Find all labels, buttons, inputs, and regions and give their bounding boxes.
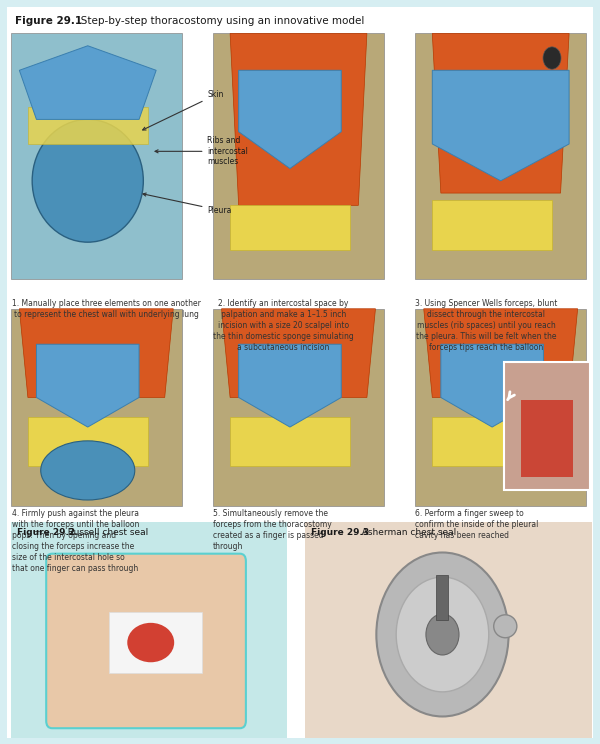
Circle shape xyxy=(543,47,561,69)
Polygon shape xyxy=(239,70,341,168)
Text: 1. Manually place three elements on one another
to represent the chest wall with: 1. Manually place three elements on one … xyxy=(12,299,201,319)
Text: Figure 29.3: Figure 29.3 xyxy=(311,528,369,537)
Polygon shape xyxy=(441,344,544,427)
Text: 4. Firmly push against the pleura
with the forceps until the balloon
pops. Then : 4. Firmly push against the pleura with t… xyxy=(12,509,139,574)
Polygon shape xyxy=(424,309,578,397)
Ellipse shape xyxy=(41,441,135,500)
FancyBboxPatch shape xyxy=(504,362,590,490)
Circle shape xyxy=(426,614,459,655)
FancyBboxPatch shape xyxy=(305,522,592,738)
FancyBboxPatch shape xyxy=(109,612,202,673)
FancyBboxPatch shape xyxy=(7,7,593,738)
FancyBboxPatch shape xyxy=(521,400,572,478)
Text: Figure 29.2: Figure 29.2 xyxy=(17,528,75,537)
Circle shape xyxy=(376,553,509,716)
Polygon shape xyxy=(37,344,139,427)
FancyBboxPatch shape xyxy=(432,417,552,466)
Text: Figure 29.1: Figure 29.1 xyxy=(15,16,82,26)
Polygon shape xyxy=(432,70,569,181)
Ellipse shape xyxy=(494,615,517,638)
Text: Skin: Skin xyxy=(143,90,224,130)
Text: Russell chest seal: Russell chest seal xyxy=(62,528,148,537)
FancyBboxPatch shape xyxy=(11,309,182,506)
Ellipse shape xyxy=(32,119,143,243)
FancyBboxPatch shape xyxy=(213,33,384,279)
FancyBboxPatch shape xyxy=(11,33,182,279)
Text: 3. Using Spencer Wells forceps, blunt
dissect through the intercostal
muscles (r: 3. Using Spencer Wells forceps, blunt di… xyxy=(415,299,557,353)
Polygon shape xyxy=(19,45,156,119)
Polygon shape xyxy=(221,309,376,397)
FancyBboxPatch shape xyxy=(46,554,246,728)
FancyBboxPatch shape xyxy=(230,205,350,249)
FancyBboxPatch shape xyxy=(415,33,586,279)
Polygon shape xyxy=(239,344,341,427)
Text: Ribs and
intercostal
muscles: Ribs and intercostal muscles xyxy=(155,136,248,166)
Text: 5. Simultaneously remove the
forceps from the thoracostomy
created as a finger i: 5. Simultaneously remove the forceps fro… xyxy=(213,509,332,551)
FancyBboxPatch shape xyxy=(28,107,148,144)
Circle shape xyxy=(396,577,489,692)
FancyBboxPatch shape xyxy=(28,417,148,466)
Polygon shape xyxy=(432,33,569,193)
Text: Pleura: Pleura xyxy=(143,193,232,215)
Text: Asherman chest seal: Asherman chest seal xyxy=(356,528,456,537)
FancyBboxPatch shape xyxy=(11,522,287,738)
Polygon shape xyxy=(19,309,173,397)
FancyBboxPatch shape xyxy=(230,417,350,466)
FancyBboxPatch shape xyxy=(436,575,448,620)
FancyBboxPatch shape xyxy=(432,200,552,249)
FancyBboxPatch shape xyxy=(213,309,384,506)
Text: 6. Perform a finger sweep to
confirm the inside of the pleural
cavity has been r: 6. Perform a finger sweep to confirm the… xyxy=(415,509,539,540)
Ellipse shape xyxy=(127,623,174,662)
Text: Step-by-step thoracostomy using an innovative model: Step-by-step thoracostomy using an innov… xyxy=(71,16,364,26)
Text: 2. Identify an intercostal space by
palpation and make a 1–1.5 inch
incision wit: 2. Identify an intercostal space by palp… xyxy=(213,299,354,353)
Polygon shape xyxy=(230,33,367,205)
FancyBboxPatch shape xyxy=(415,309,586,506)
